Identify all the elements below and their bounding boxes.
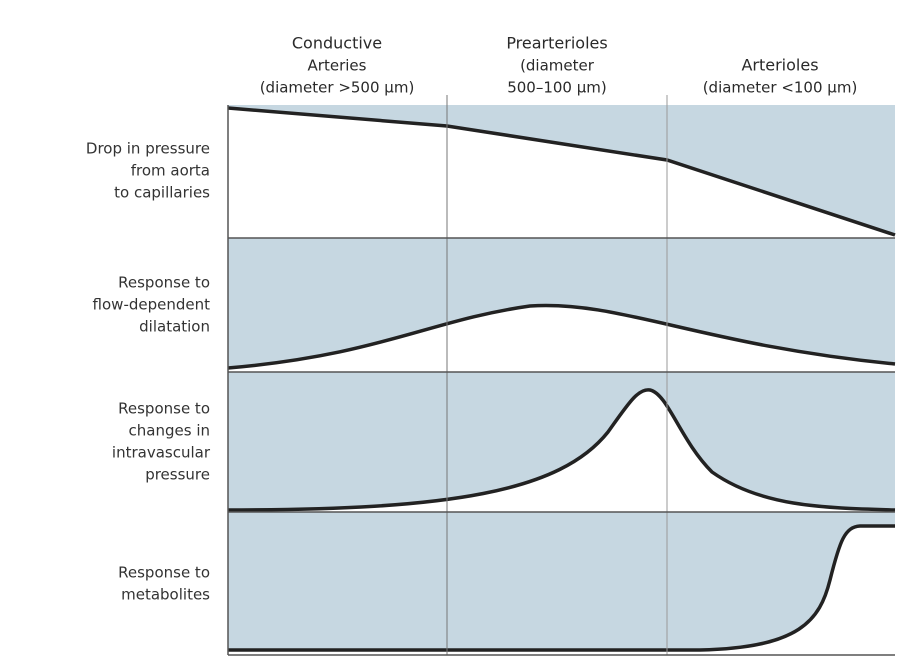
column-header: (diameter	[520, 57, 595, 75]
curve-fill	[228, 389, 895, 512]
column-header: (diameter <100 μm)	[703, 79, 858, 97]
curve-fill	[228, 526, 895, 655]
column-header: (diameter >500 μm)	[260, 79, 415, 97]
row-label: to capillaries	[114, 184, 210, 202]
curve	[227, 106, 896, 237]
row-label: flow-dependent	[93, 296, 211, 314]
row-label: Response to	[118, 564, 210, 582]
row-label: metabolites	[121, 586, 210, 604]
row-label: Response to	[118, 400, 210, 418]
column-header: Arterioles	[741, 56, 818, 75]
column-header: Arteries	[308, 57, 367, 75]
row-label: pressure	[145, 466, 210, 484]
column-header: Prearterioles	[506, 34, 607, 53]
curve	[228, 524, 895, 652]
dividers	[227, 95, 895, 656]
curve	[227, 303, 896, 370]
row-label: intravascular	[112, 444, 211, 462]
curve-fill	[228, 108, 895, 238]
panels	[227, 105, 896, 655]
row-label: Drop in pressure	[86, 140, 210, 158]
labels: Conductive Arteries (diameter >500 μm) Prea…	[86, 34, 857, 604]
row-label: dilatation	[139, 318, 210, 336]
curve	[227, 388, 896, 512]
column-header: 500–100 μm)	[507, 79, 607, 97]
curve-fill	[228, 305, 895, 372]
row-label: changes in	[129, 422, 210, 440]
column-header: Conductive	[292, 34, 382, 53]
row-label: Response to	[118, 274, 210, 292]
row-label: from aorta	[131, 162, 210, 180]
